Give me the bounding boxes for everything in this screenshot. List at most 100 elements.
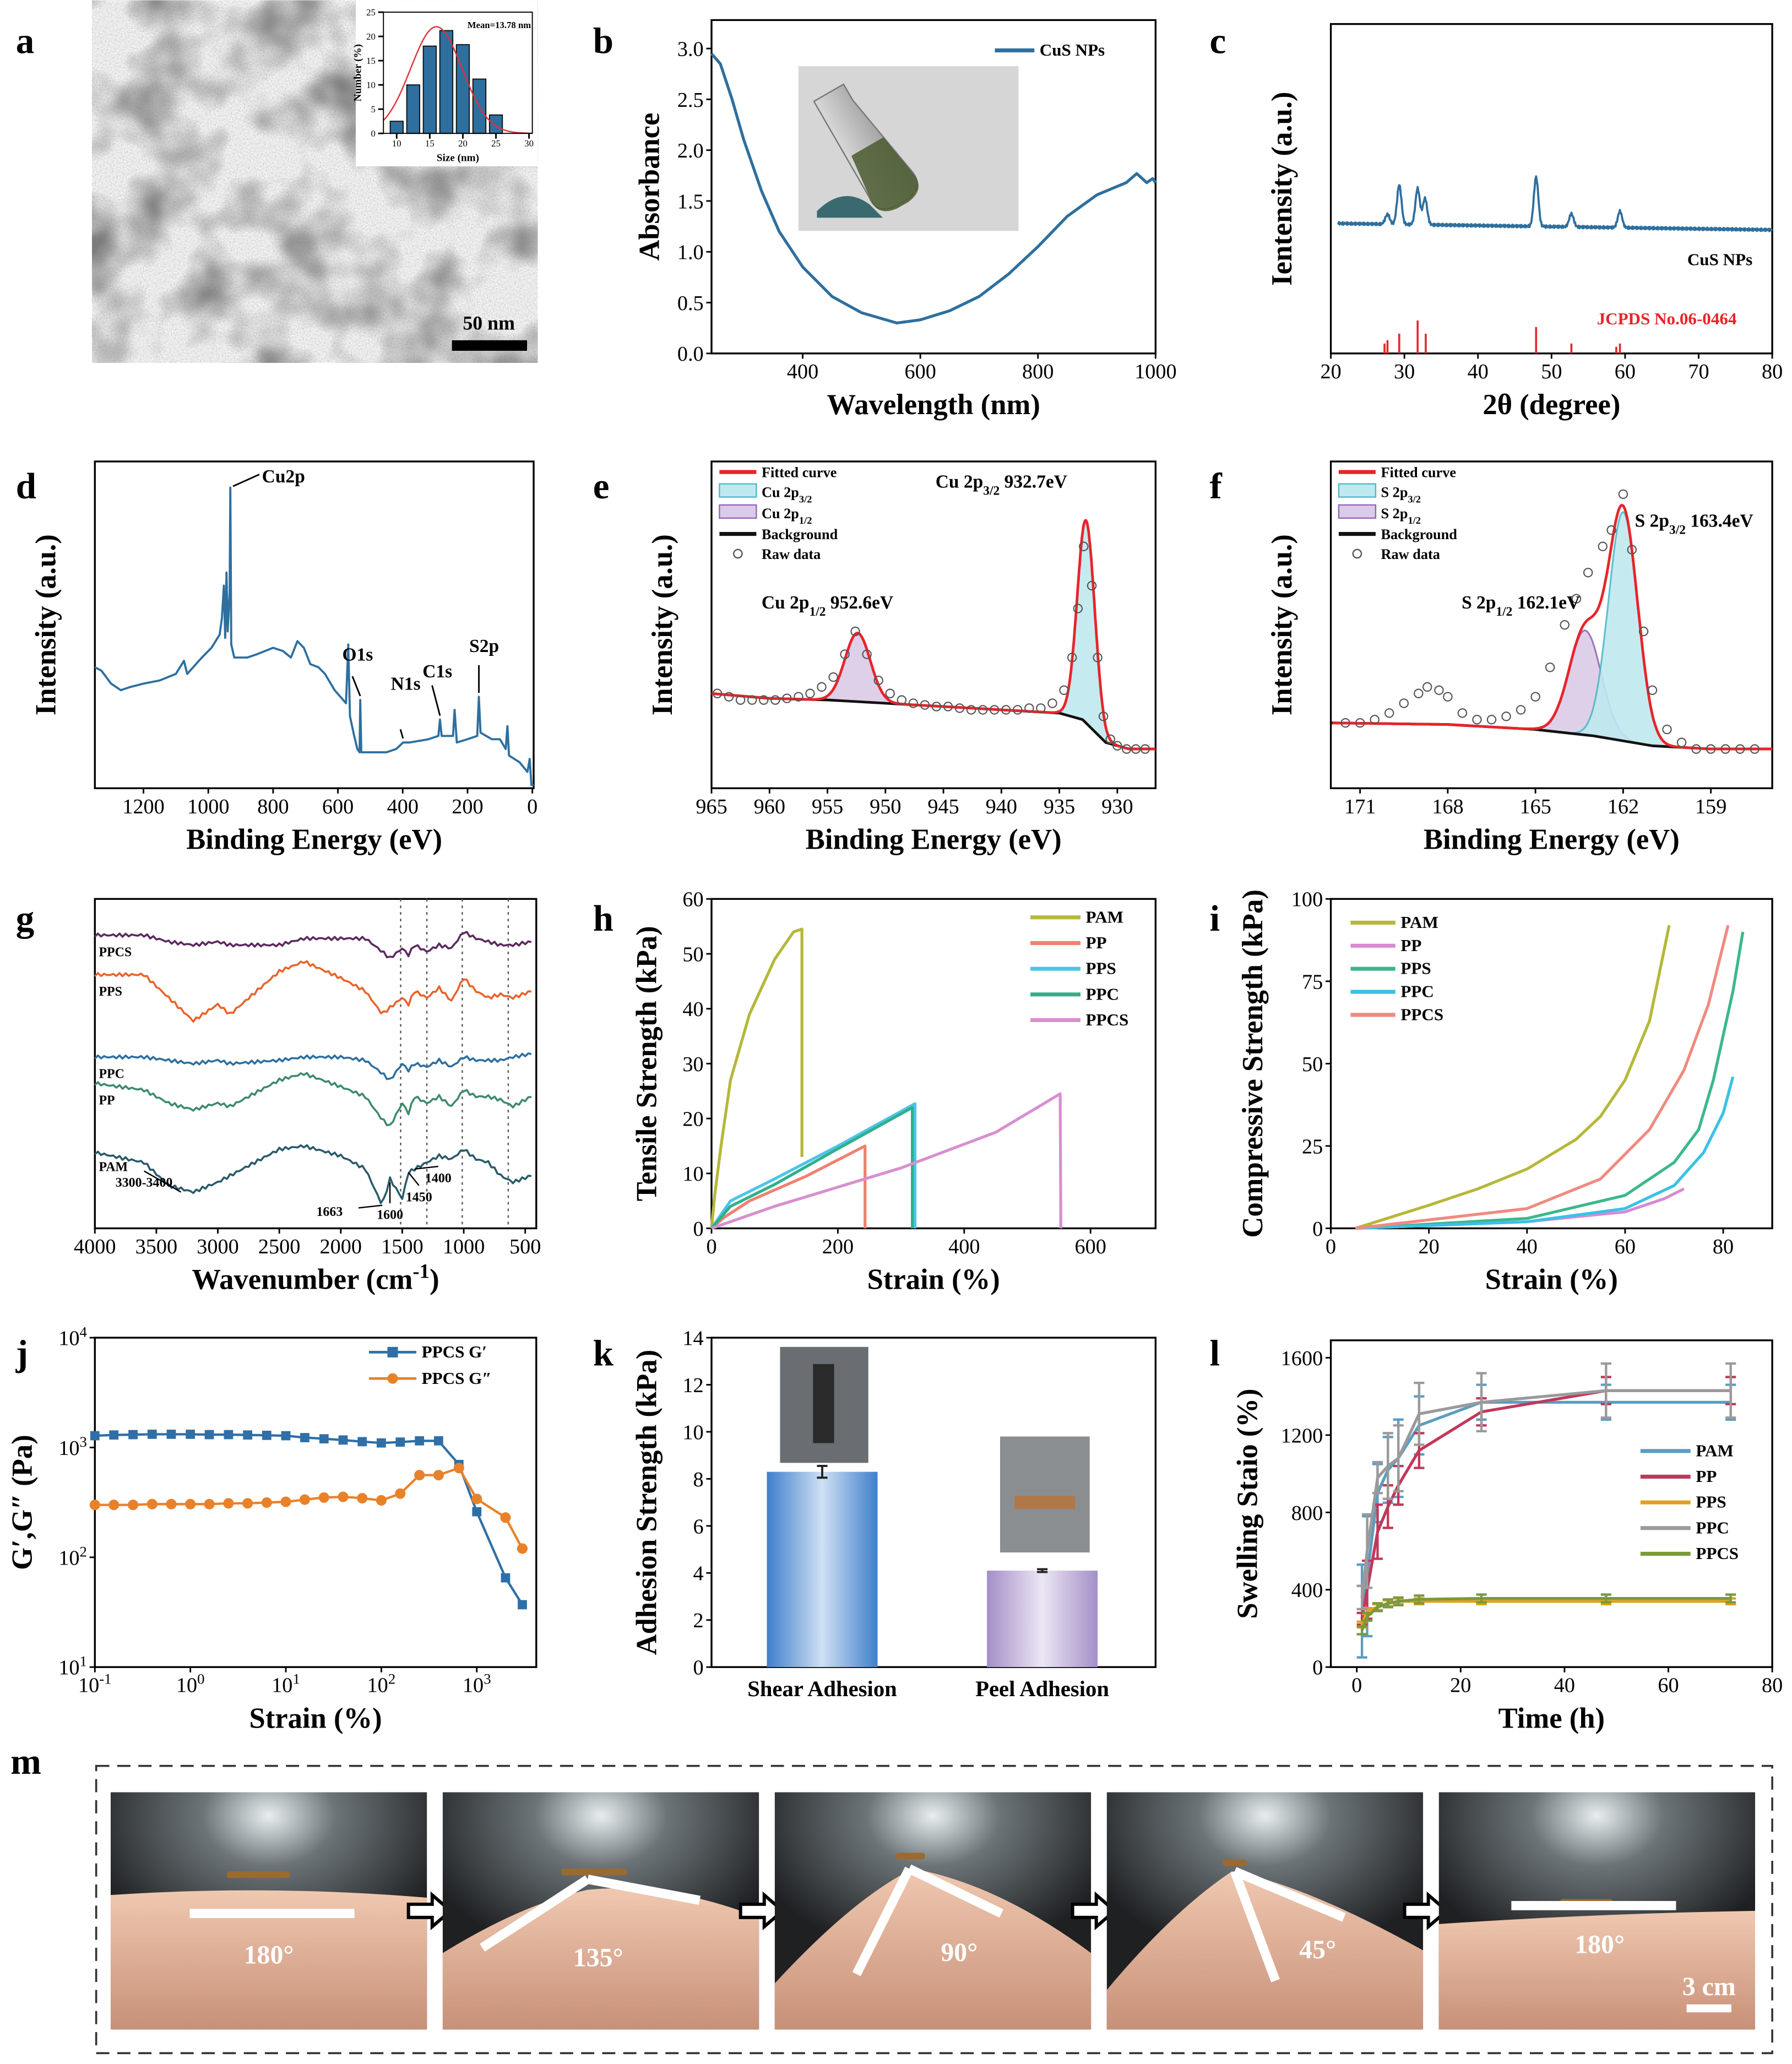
histogram-bar: [389, 121, 404, 134]
hydrogel-strip: [1223, 1859, 1247, 1866]
clip-icon: [817, 196, 883, 218]
histogram-bar: [488, 114, 503, 134]
raw-data-point: [1598, 541, 1608, 551]
x-tick-label: 80: [1713, 1235, 1734, 1258]
x-tick-label: 200: [822, 1235, 854, 1258]
legend-label: PP: [1696, 1466, 1717, 1486]
legend-label: Fitted curve: [762, 465, 837, 481]
data-point-circle: [395, 1488, 406, 1499]
raw-data-point: [1627, 545, 1637, 555]
x-tick-label: 3500: [135, 1235, 178, 1258]
peak-label-part: Cu 2p: [936, 471, 984, 492]
panel-letter: k: [593, 1333, 614, 1373]
series-line-ppc: [1360, 1389, 1731, 1598]
raw-data-point: [1486, 715, 1497, 725]
dashed-frame: [95, 1764, 1773, 2055]
peak-label-part: 162.1eV: [1512, 593, 1580, 613]
y-tick-label: 104: [58, 1323, 87, 1350]
y-axis-label: Compressive Strength (kPa): [1237, 889, 1269, 1237]
x-tick-label: 600: [322, 795, 354, 818]
raw-data-point: [1530, 692, 1540, 702]
x-axis-label: Wavenumber (cm-1): [192, 1259, 439, 1296]
y-axis-label: Tensile Strength (kPa): [631, 926, 663, 1201]
x-tick-label-part: 10: [367, 1674, 388, 1697]
data-point-circle: [166, 1498, 177, 1509]
peel-test-sample: [1014, 1496, 1076, 1509]
x-axis-label-part: -1: [412, 1259, 430, 1282]
arm-shape: [774, 1869, 1092, 2030]
x-tick-label: 400: [787, 360, 818, 383]
peak-label-part: 1/2: [1496, 605, 1512, 619]
legend-label: PPCS: [1400, 1004, 1443, 1024]
data-point-square: [518, 1600, 527, 1610]
y-tick-label: 0.5: [677, 292, 704, 315]
x-tick-label: 60: [1615, 360, 1636, 383]
x-tick-label: 500: [509, 1235, 541, 1258]
arrow-right-icon: [738, 1891, 785, 1931]
plot-frame: [710, 1337, 1157, 1668]
x-tick-label: 1500: [381, 1235, 423, 1258]
legend-label-part: S 2p: [1381, 485, 1408, 501]
x-axis-label-part: ): [430, 1264, 439, 1296]
angle-label: 90°: [941, 1938, 978, 1967]
histogram-bar: [439, 30, 454, 134]
legend-label: S 2p1/2: [1381, 506, 1421, 526]
series-label: PPS: [99, 985, 122, 999]
raw-data-point: [1638, 626, 1649, 637]
x-axis-label: Strain (%): [249, 1702, 382, 1734]
y-tick-label: 2: [693, 1609, 704, 1632]
angle-line: [907, 1864, 1004, 1918]
data-point-circle: [414, 1470, 425, 1481]
y-tick-label: 0.0: [677, 343, 704, 366]
raw-data-point: [1131, 744, 1141, 754]
y-tick-label: 5: [371, 104, 376, 115]
histogram-bar: [406, 84, 421, 134]
annotation-arrow: [408, 1172, 420, 1186]
series-line-ppcs: [711, 1092, 1062, 1230]
y-axis-label: Absorbance: [633, 113, 665, 261]
x-tick-label: 935: [1044, 795, 1075, 818]
x-tick-label: 80: [1762, 360, 1783, 383]
reference-label: JCPDS No.06-0464: [1597, 309, 1737, 328]
data-point-circle: [318, 1492, 329, 1503]
x-tick-label: 30: [1394, 360, 1415, 383]
x-tick-label: 171: [1344, 795, 1376, 818]
data-point-square: [243, 1430, 253, 1440]
peak-label-part: 163.4eV: [1686, 511, 1753, 531]
angle-line: [1230, 1870, 1280, 1982]
bending-photo: 45°: [1106, 1792, 1424, 2030]
raw-data-point: [794, 692, 803, 702]
series-label: CuS NPs: [1687, 249, 1752, 269]
y-tick-label: 6: [693, 1515, 704, 1538]
arrow-right-icon: [1071, 1891, 1117, 1931]
y-tick-label: 50: [1302, 1053, 1323, 1076]
x-tick-label: 60: [1615, 1235, 1636, 1258]
data-point-square: [377, 1438, 386, 1448]
legend-label: PPC: [1086, 984, 1119, 1003]
raw-data-point: [747, 695, 757, 705]
data-point-square: [472, 1507, 482, 1517]
raw-data-point: [1735, 744, 1745, 754]
raw-data-point: [759, 695, 769, 705]
x-tick-label: 940: [986, 795, 1017, 818]
legend-swatch: [1338, 483, 1377, 498]
y-tick-label: 0: [371, 128, 376, 139]
x-tick-label-part: 3: [484, 1671, 491, 1687]
data-point-circle: [261, 1497, 272, 1508]
fitted-curve: [710, 519, 1156, 751]
x-tick-label: 200: [452, 795, 483, 818]
series-label: PPCS: [99, 945, 132, 959]
peak-label: Cu 2p3/2 932.7eV: [936, 471, 1067, 498]
peak-label: N1s: [391, 674, 421, 694]
bending-photo: 180°: [110, 1792, 427, 2030]
data-point-circle: [242, 1498, 253, 1509]
panel-h: h 0 200 400 600 0 10 20 30 40 50 60 Strain (%) Tensil…: [593, 888, 1157, 1296]
panel-letter: c: [1209, 20, 1226, 61]
panel-letter: d: [16, 466, 36, 507]
ftir-spectrum-ppcs: [94, 931, 532, 959]
bending-photo: 180°: [1438, 1792, 1756, 2030]
y-tick-label-part: 10: [58, 1437, 79, 1460]
data-point-square: [281, 1431, 291, 1441]
annotation-arrow: [358, 1204, 383, 1209]
data-point-square: [501, 1573, 511, 1583]
